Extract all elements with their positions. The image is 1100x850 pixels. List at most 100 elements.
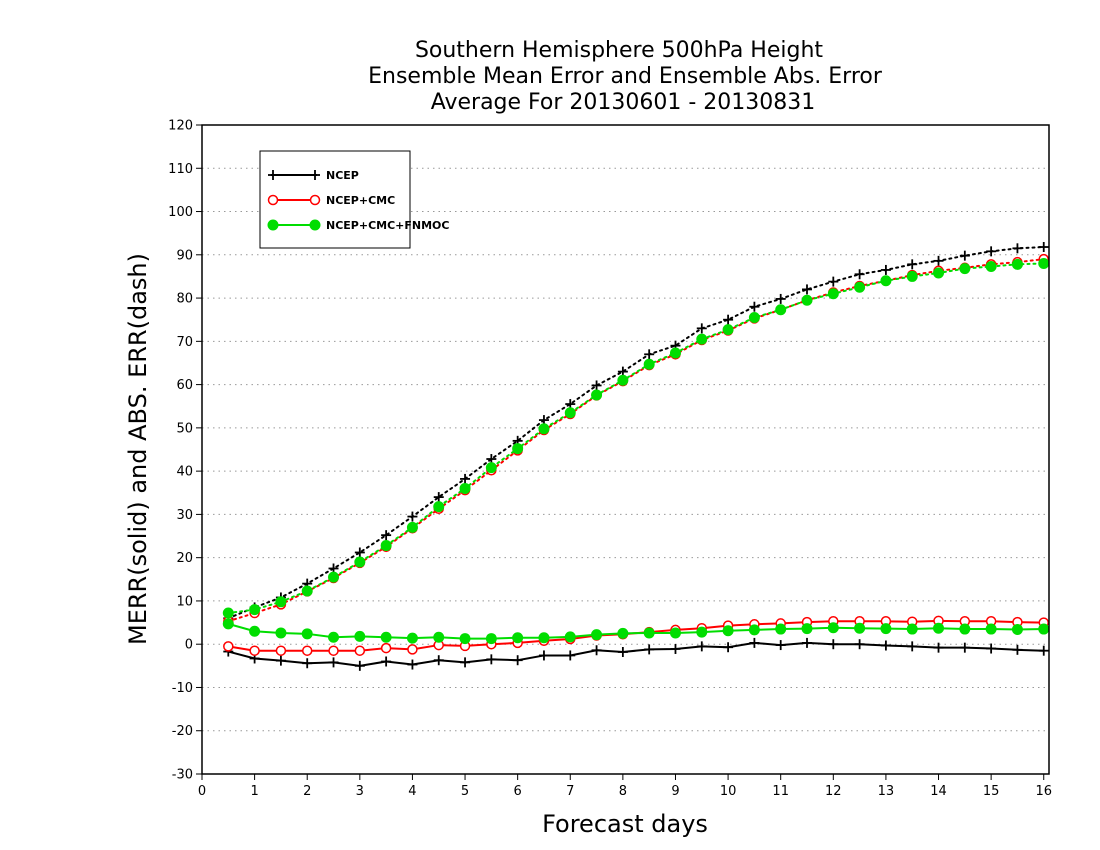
abs-err-point-ncep-cmc-fnmoc: [617, 374, 629, 386]
grid-layer: [202, 167, 1049, 732]
abs-err-point-ncep-cmc-fnmoc: [275, 596, 287, 608]
legend-marker: [267, 194, 279, 206]
abs-err-point-ncep: [696, 323, 707, 334]
x-tick-label: 13: [878, 784, 895, 799]
merr-point-ncep-cmc-fnmoc: [854, 622, 866, 634]
abs-err-point-ncep-cmc-fnmoc: [906, 270, 918, 282]
merr-point-ncep: [302, 658, 313, 669]
merr-point-ncep: [486, 654, 497, 665]
x-tick-label: 11: [772, 784, 789, 799]
abs-err-point-ncep: [854, 269, 865, 280]
merr-point-ncep-cmc-fnmoc: [301, 628, 313, 640]
merr-point-ncep: [407, 659, 418, 670]
y-tick-label: 50: [176, 421, 193, 436]
merr-point-ncep: [986, 643, 997, 654]
merr-point-ncep: [1012, 644, 1023, 655]
series-layer: [222, 242, 1050, 671]
y-tick-label: 0: [185, 638, 193, 653]
abs-err-point-ncep-cmc-fnmoc: [328, 571, 340, 583]
x-tick-label: 3: [356, 784, 364, 799]
merr-point-ncep-cmc-fnmoc: [275, 627, 287, 639]
merr-point-ncep: [723, 642, 734, 653]
abs-err-point-ncep: [723, 314, 734, 325]
abs-err-point-ncep-cmc-fnmoc: [801, 294, 813, 306]
merr-point-ncep-cmc-fnmoc: [459, 633, 471, 645]
abs-err-line-ncep-cmc-fnmoc: [227, 262, 1045, 615]
abs-err-point-ncep-cmc-fnmoc: [301, 585, 313, 597]
x-tick-label: 7: [566, 784, 574, 799]
abs-err-point-ncep-cmc-fnmoc: [696, 333, 708, 345]
y-tick-label: 90: [176, 248, 193, 263]
merr-point-ncep: [854, 639, 865, 650]
merr-point-ncep: [354, 660, 365, 671]
abs-err-point-ncep-cmc-fnmoc: [406, 521, 418, 533]
legend: NCEP NCEP+CMC NCEP+CMC+FNMOC: [259, 150, 449, 249]
x-tick-label: 2: [303, 784, 311, 799]
abs-err-point-ncep-cmc-fnmoc: [669, 347, 681, 359]
merr-point-ncep: [512, 655, 523, 666]
legend-entries: [267, 170, 321, 231]
merr-point-ncep: [959, 642, 970, 653]
merr-point-ncep: [933, 642, 944, 653]
abs-err-point-ncep: [933, 255, 944, 266]
abs-err-point-ncep: [1038, 242, 1049, 253]
x-tick-label: 14: [930, 784, 947, 799]
series-ncep-cmc-fnmoc: [222, 257, 1050, 645]
chart-title-line-3: Average For 20130601 - 20130831: [431, 90, 816, 115]
merr-point-ncep-cmc-fnmoc: [538, 632, 550, 644]
merr-point-ncep-cmc-fnmoc: [880, 623, 892, 635]
y-axis-label: MERR(solid) and ABS. ERR(dash): [124, 253, 152, 645]
legend-label-ncep-cmc-fnmoc: NCEP+CMC+FNMOC: [326, 219, 449, 232]
merr-point-ncep: [381, 656, 392, 667]
merr-point-ncep: [880, 640, 891, 651]
merr-point-ncep: [1038, 645, 1049, 656]
merr-point-ncep: [460, 657, 471, 668]
series-ncep: [223, 242, 1049, 671]
merr-point-ncep-cmc-fnmoc: [775, 623, 787, 635]
abs-err-point-ncep-cmc-fnmoc: [564, 407, 576, 419]
abs-err-point-ncep: [381, 530, 392, 541]
x-tick-label: 16: [1035, 784, 1052, 799]
abs-err-point-ncep-cmc-fnmoc: [512, 443, 524, 455]
abs-err-point-ncep-cmc-fnmoc: [380, 540, 392, 552]
legend-marker: [309, 219, 321, 231]
abs-err-point-ncep: [749, 301, 760, 312]
abs-err-point-ncep-cmc-fnmoc: [459, 482, 471, 494]
abs-err-point-ncep-cmc-fnmoc: [1011, 258, 1023, 270]
series-ncep-cmc: [223, 253, 1049, 656]
merr-line-ncep-cmc-fnmoc: [228, 622, 1044, 640]
merr-point-ncep-cmc-fnmoc: [1038, 623, 1050, 635]
merr-point-ncep-cmc-fnmoc: [722, 625, 734, 637]
merr-point-ncep-cmc: [275, 645, 287, 656]
abs-err-point-ncep-cmc-fnmoc: [538, 423, 550, 435]
x-tick-label: 0: [198, 784, 206, 799]
merr-point-ncep-cmc-fnmoc: [643, 627, 655, 639]
legend-marker: [309, 194, 321, 206]
merr-point-ncep: [644, 644, 655, 655]
merr-point-ncep: [328, 657, 339, 668]
abs-err-point-ncep-cmc-fnmoc: [985, 260, 997, 272]
legend-marker: [267, 219, 279, 231]
y-tick-label: 30: [176, 508, 193, 523]
abs-err-point-ncep-cmc-fnmoc: [959, 263, 971, 275]
x-tick-label: 8: [619, 784, 627, 799]
abs-err-point-ncep-cmc-fnmoc: [880, 275, 892, 287]
merr-point-ncep-cmc: [380, 642, 392, 654]
abs-err-point-ncep-cmc-fnmoc: [485, 462, 497, 474]
abs-err-point-ncep: [907, 259, 918, 270]
merr-point-ncep-cmc: [328, 645, 339, 656]
merr-point-ncep: [433, 655, 444, 666]
abs-err-point-ncep: [802, 284, 812, 295]
abs-err-point-ncep-cmc-fnmoc: [354, 556, 366, 568]
abs-err-point-ncep-cmc-fnmoc: [249, 604, 261, 616]
merr-point-ncep: [907, 641, 918, 652]
chart-title-line-1: Southern Hemisphere 500hPa Height: [415, 38, 823, 63]
abs-err-point-ncep-cmc-fnmoc: [222, 607, 234, 619]
legend-label-ncep: NCEP: [326, 169, 359, 182]
abs-err-point-ncep: [407, 511, 418, 522]
merr-point-ncep-cmc-fnmoc: [564, 631, 576, 643]
merr-point-ncep-cmc-fnmoc: [485, 633, 497, 645]
y-tick-label: 70: [176, 335, 193, 350]
abs-err-point-ncep: [591, 380, 602, 391]
merr-point-ncep: [670, 643, 681, 654]
